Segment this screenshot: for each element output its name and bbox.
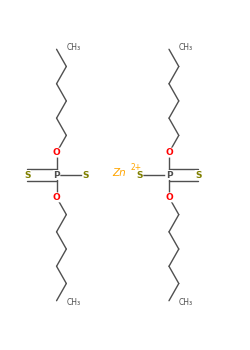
Text: O: O [165,148,173,157]
Text: 2+: 2+ [130,163,142,172]
Text: Zn: Zn [112,168,126,178]
Text: O: O [165,193,173,202]
Text: S: S [83,170,89,180]
Text: CH₃: CH₃ [179,43,193,52]
Text: O: O [53,148,60,157]
Text: S: S [195,170,202,180]
Text: CH₃: CH₃ [66,43,80,52]
Text: S: S [136,170,143,180]
Text: O: O [53,193,60,202]
Text: P: P [53,170,60,180]
Text: S: S [24,170,30,180]
Text: CH₃: CH₃ [179,298,193,307]
Text: CH₃: CH₃ [66,298,80,307]
Text: P: P [166,170,172,180]
